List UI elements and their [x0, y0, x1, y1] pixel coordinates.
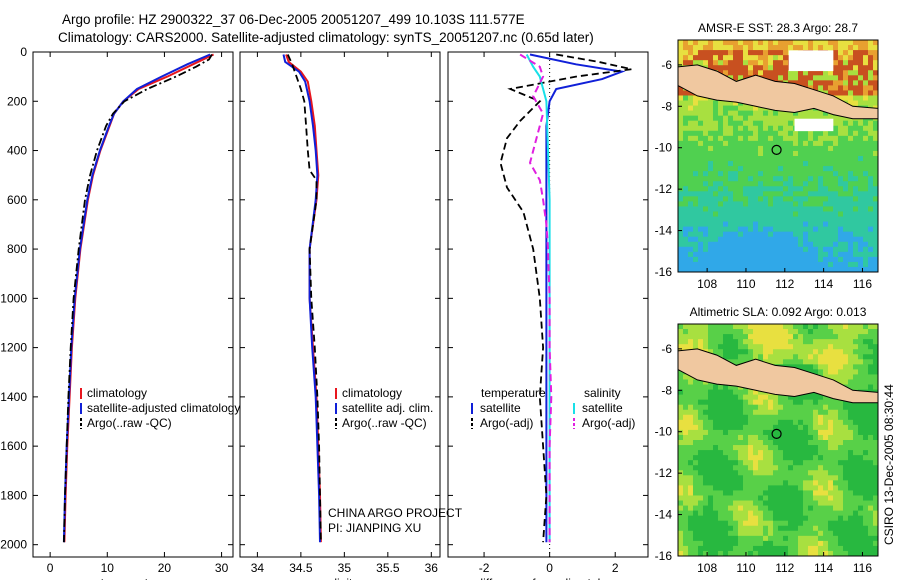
x-tick-label: 114: [814, 561, 833, 575]
x-tick-label: 116: [853, 561, 872, 575]
y-tick-label: -6: [661, 342, 672, 356]
legend-label: satellite: [480, 401, 521, 415]
legend-label: Argo(-adj): [480, 416, 533, 430]
legend-title-temperature: temperature: [481, 386, 546, 400]
x-axis-label: temperature: [101, 576, 166, 580]
series-line-0: [63, 53, 215, 543]
x-tick-label: 36: [425, 561, 439, 575]
y-tick-label: 1400: [0, 390, 27, 404]
profile-panel-1: 34 34.5 35 35.5 36 salinity climatologysatelli…: [239, 51, 463, 580]
map-panel-1: 108 110 112 114 116 -6 -8 -10 -12 -14 -16 Altimetri…: [655, 305, 879, 575]
series-line-0: [529, 53, 626, 543]
legend-label: Argo(..raw -QC): [87, 416, 172, 430]
figure-title-line1: Argo profile: HZ 2900322_37 06-Dec-2005 …: [62, 12, 525, 27]
y-tick-label: -12: [655, 466, 673, 480]
series-line-0: [285, 54, 322, 543]
legend-label: Argo(-adj): [582, 416, 635, 430]
float-position-marker: [771, 144, 782, 155]
y-tick-label: -14: [655, 224, 673, 238]
series-line-1: [499, 53, 632, 543]
annotation-text: PI: JIANPING XU: [328, 521, 421, 535]
annotation-text: CHINA ARGO PROJECT: [328, 506, 463, 520]
map-field: [678, 324, 878, 556]
x-tick-label: 30: [215, 561, 229, 575]
y-tick-label: 800: [7, 242, 27, 256]
x-tick-label: 0: [546, 561, 553, 575]
plot-frame: [447, 51, 649, 558]
y-tick-label: -8: [661, 383, 672, 397]
series-line-3: [519, 53, 553, 543]
y-tick-label: -14: [655, 508, 673, 522]
y-tick-label: -8: [661, 99, 672, 113]
x-tick-label: 0: [47, 561, 54, 575]
x-axis-label: salinity: [322, 576, 359, 580]
legend-label: satellite: [582, 401, 623, 415]
legend-label: climatology: [87, 386, 147, 400]
legend-label: satellite-adjusted climatology: [87, 401, 240, 415]
y-tick-label: -16: [655, 549, 673, 563]
x-tick-label: 116: [853, 277, 872, 291]
legend-label: climatology: [342, 386, 402, 400]
legend-label: satellite adj. clim.: [342, 401, 433, 415]
map-title: AMSR-E SST: 28.3 Argo: 28.7: [698, 21, 858, 35]
profile-panel-0: 0 10 20 30 0 200 400 600 800 1000 1200 1400 1600 1800…: [0, 45, 240, 580]
profile-panel-2: -2 0 2difference from climatology temperatu…: [447, 51, 649, 580]
series-line-2: [63, 54, 213, 543]
y-tick-label: -10: [655, 425, 673, 439]
x-tick-label: 35.5: [376, 561, 400, 575]
y-tick-label: -12: [655, 182, 673, 196]
series-line-1: [62, 53, 211, 543]
x-tick-label: 20: [158, 561, 172, 575]
x-tick-label: 110: [736, 277, 755, 291]
x-tick-label: 34.5: [289, 561, 313, 575]
landmass-java: [678, 64, 878, 120]
x-tick-label: 108: [697, 277, 717, 291]
y-tick-label: 400: [7, 144, 27, 158]
x-tick-label: 112: [775, 277, 794, 291]
y-tick-label: -16: [655, 265, 673, 279]
missing-data-patch: [794, 118, 834, 132]
float-position-marker: [771, 428, 782, 439]
series-line-2: [286, 54, 322, 543]
map-field: [678, 40, 878, 272]
y-tick-label: 200: [7, 94, 27, 108]
x-tick-label: 112: [775, 561, 794, 575]
y-tick-label: -10: [655, 141, 673, 155]
plot-frame: [239, 51, 441, 558]
y-tick-label: 1800: [0, 488, 27, 502]
x-axis-label: difference from climatology: [476, 576, 619, 580]
x-tick-label: 108: [697, 561, 717, 575]
x-tick-label: 35: [338, 561, 352, 575]
legend-title-salinity: salinity: [584, 386, 621, 400]
y-tick-label: 1000: [0, 291, 27, 305]
y-tick-label: 0: [20, 45, 27, 59]
x-tick-label: 2: [612, 561, 619, 575]
y-tick-label: -6: [661, 58, 672, 72]
legend-label: Argo(..raw -QC): [342, 416, 427, 430]
x-tick-label: 10: [101, 561, 115, 575]
map-title: Altimetric SLA: 0.092 Argo: 0.013: [690, 305, 867, 319]
figure-title-line2: Climatology: CARS2000. Satellite-adjuste…: [58, 30, 594, 45]
map-panel-0: 108 110 112 114 116 -6 -8 -10 -12 -14 -16 AMSR-E SS…: [655, 21, 879, 291]
y-tick-label: 600: [7, 193, 27, 207]
x-tick-label: -2: [479, 561, 490, 575]
landmass-java: [678, 348, 878, 404]
y-tick-label: 1200: [0, 341, 27, 355]
y-tick-label: 2000: [0, 538, 27, 552]
plot-frame: [32, 51, 234, 558]
map-frame: [677, 323, 879, 557]
y-tick-label: 1600: [0, 439, 27, 453]
missing-data-patch: [788, 50, 834, 72]
map-frame: [677, 39, 879, 273]
x-tick-label: 114: [814, 277, 833, 291]
x-tick-label: 34: [251, 561, 265, 575]
x-tick-label: 110: [736, 561, 755, 575]
